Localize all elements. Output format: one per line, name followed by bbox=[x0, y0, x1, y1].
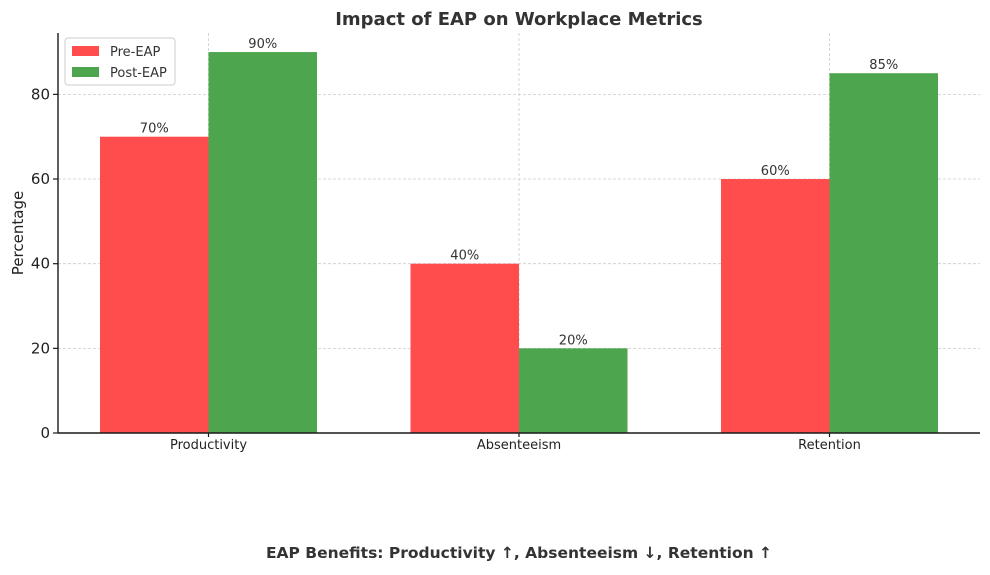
data-label: 70% bbox=[140, 122, 169, 137]
data-label: 40% bbox=[450, 249, 479, 264]
legend: Pre-EAP Post-EAP bbox=[64, 37, 176, 86]
y-tick-label: 0 bbox=[40, 424, 50, 442]
bar-post-eap-absenteeism bbox=[519, 348, 628, 433]
y-tick-label: 20 bbox=[31, 339, 50, 357]
legend-label-pre-eap: Pre-EAP bbox=[110, 45, 160, 60]
footnote: EAP Benefits: Productivity ↑, Absenteeis… bbox=[266, 544, 772, 562]
y-tick-label: 80 bbox=[31, 85, 50, 103]
data-labels-layer: 70% 40% 60% 90% 20% 85% bbox=[140, 37, 898, 348]
y-axis-label: Percentage bbox=[9, 191, 27, 275]
chart-title: Impact of EAP on Workplace Metrics bbox=[335, 9, 703, 30]
bar-pre-eap-productivity bbox=[100, 136, 209, 433]
bar-post-eap-retention bbox=[829, 73, 938, 433]
ticks-layer: 0 20 40 60 80 Productivity Absenteeism Retentio… bbox=[31, 85, 861, 453]
bars-layer bbox=[100, 52, 938, 434]
y-tick-label: 60 bbox=[31, 170, 50, 188]
legend-swatch-post-eap bbox=[72, 67, 99, 77]
data-label: 20% bbox=[559, 333, 588, 348]
y-tick-label: 40 bbox=[31, 255, 50, 273]
x-tick-label: Retention bbox=[798, 438, 861, 453]
x-tick-label: Absenteeism bbox=[477, 438, 561, 453]
x-tick-label: Productivity bbox=[170, 438, 247, 453]
data-label: 60% bbox=[761, 164, 790, 179]
legend-label-post-eap: Post-EAP bbox=[110, 66, 167, 81]
data-label: 90% bbox=[248, 37, 277, 52]
legend-swatch-pre-eap bbox=[72, 46, 99, 56]
data-label: 85% bbox=[869, 58, 898, 73]
bar-pre-eap-retention bbox=[721, 179, 830, 433]
bar-post-eap-productivity bbox=[208, 52, 317, 434]
bar-pre-eap-absenteeism bbox=[410, 263, 519, 433]
